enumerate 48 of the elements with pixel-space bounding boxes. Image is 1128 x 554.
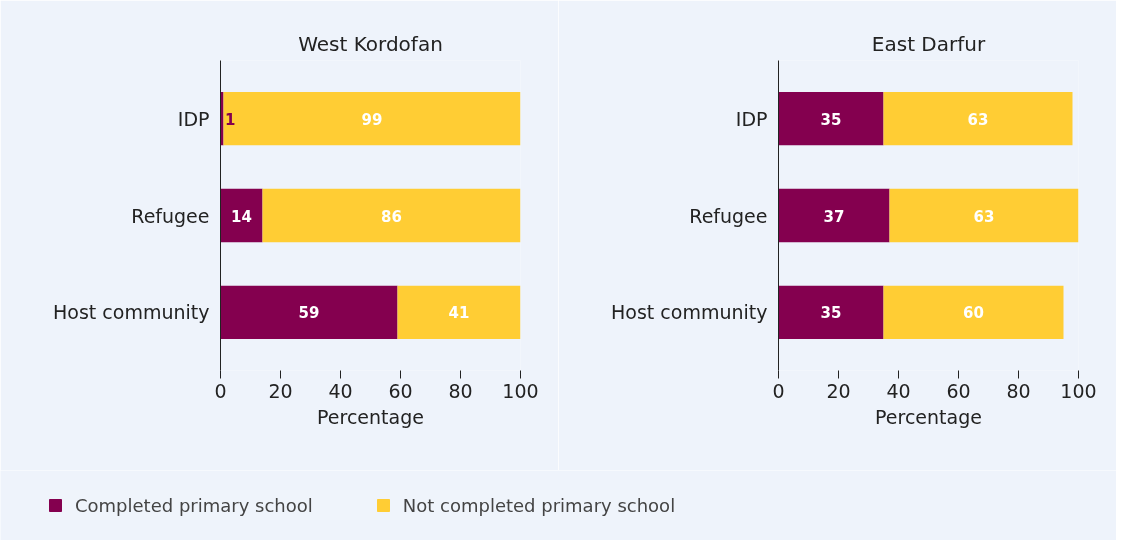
y-tick-label: Host community — [53, 301, 210, 324]
data-label: 14 — [231, 207, 252, 226]
legend-label: Not completed primary school — [402, 494, 676, 516]
x-tick-label: 0 — [772, 379, 785, 402]
data-label: 59 — [298, 304, 320, 323]
bar — [778, 91, 884, 146]
bar — [220, 91, 224, 146]
bar — [883, 285, 1064, 340]
x-axis-title: Percentage — [875, 405, 982, 428]
y-tick-label: IDP — [735, 107, 768, 130]
x-axis-title: Percentage — [317, 405, 424, 428]
x-tick-label: 0 — [214, 379, 227, 402]
bar — [223, 91, 521, 146]
x-tick-label: 20 — [826, 379, 851, 402]
chart-title: East Darfur — [871, 31, 986, 56]
x-tick-label: 100 — [502, 379, 539, 402]
x-tick-label: 40 — [328, 379, 353, 402]
x-tick-label: 20 — [268, 379, 293, 402]
x-tick-label: 80 — [1006, 379, 1031, 402]
data-label: 86 — [381, 207, 402, 226]
bar — [220, 285, 398, 340]
bar — [778, 188, 890, 243]
bar — [778, 285, 884, 340]
data-label: 60 — [963, 304, 984, 323]
bar — [220, 188, 263, 243]
data-label: 35 — [820, 110, 842, 129]
data-label: 63 — [967, 110, 989, 129]
bar — [262, 188, 521, 243]
data-label: 41 — [448, 304, 470, 323]
data-label: 35 — [820, 304, 842, 323]
data-label: 37 — [823, 207, 845, 226]
data-label: 1 — [225, 110, 236, 129]
chart-title: West Kordofan — [298, 31, 443, 56]
x-tick-label: 100 — [1060, 379, 1097, 402]
y-tick-label: Refugee — [689, 204, 768, 227]
y-tick-label: Host community — [611, 301, 768, 324]
legend-label: Completed primary school — [75, 494, 313, 516]
x-tick-label: 60 — [946, 379, 971, 402]
data-label: 63 — [973, 207, 995, 226]
x-tick-label: 80 — [448, 379, 473, 402]
data-label: 99 — [361, 110, 383, 129]
x-tick-label: 60 — [388, 379, 413, 402]
bar — [889, 188, 1079, 243]
bar — [883, 91, 1073, 146]
y-tick-label: Refugee — [131, 204, 210, 227]
bar — [397, 285, 521, 340]
x-tick-label: 40 — [886, 379, 911, 402]
y-tick-label: IDP — [177, 107, 210, 130]
